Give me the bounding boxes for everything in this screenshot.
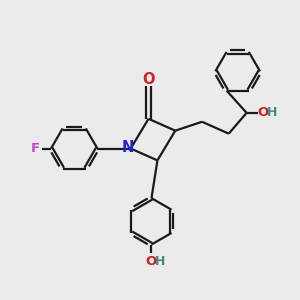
Text: O: O [257,106,268,119]
Text: H: H [267,106,278,119]
Text: H: H [155,255,166,268]
Text: O: O [142,72,155,87]
Text: N: N [122,140,134,154]
Text: O: O [146,255,157,268]
Text: F: F [31,142,40,155]
